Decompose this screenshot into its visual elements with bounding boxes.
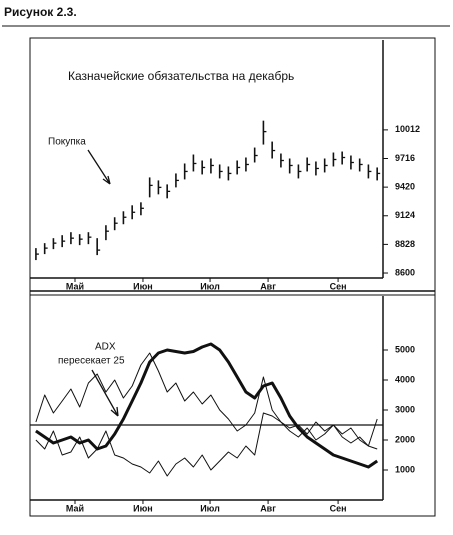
y-tick-label: 2000 xyxy=(395,434,415,444)
figure-label: Рисунок 2.3. xyxy=(4,5,77,19)
y-tick-label: 1000 xyxy=(395,464,415,474)
x-tick-label: Сен xyxy=(330,281,347,291)
chart-title: Казначейские обязательства на декабрь xyxy=(68,69,294,83)
x-tick-label: Июл xyxy=(200,281,220,291)
y-tick-label: 10012 xyxy=(395,124,420,134)
y-tick-label: 9420 xyxy=(395,182,415,192)
series-line xyxy=(35,352,378,447)
x-tick-label: Июн xyxy=(133,281,153,291)
annotation: ADX xyxy=(95,342,116,353)
x-tick-label: Авг xyxy=(260,281,276,291)
annotation-arrow xyxy=(91,369,119,417)
x-tick-label: Май xyxy=(66,281,84,291)
y-tick-label: 8600 xyxy=(395,267,415,277)
series-line xyxy=(35,342,379,469)
x-tick-label: Июл xyxy=(200,503,220,513)
x-tick-label: Июн xyxy=(133,503,153,513)
annotation-arrow xyxy=(87,149,111,185)
y-tick-label: 3000 xyxy=(395,404,415,414)
y-tick-label: 8828 xyxy=(395,239,415,249)
x-tick-label: Сен xyxy=(330,503,347,513)
annotation: Покупка xyxy=(48,137,86,148)
y-tick-label: 9124 xyxy=(395,210,415,220)
x-tick-label: Авг xyxy=(260,503,276,513)
y-tick-label: 4000 xyxy=(395,374,415,384)
y-tick-label: 5000 xyxy=(395,344,415,354)
x-tick-label: Май xyxy=(66,503,84,513)
annotation: пересекает 25 xyxy=(58,356,125,367)
frame xyxy=(29,37,436,517)
series-line xyxy=(35,412,378,477)
y-tick-label: 9716 xyxy=(395,153,415,163)
